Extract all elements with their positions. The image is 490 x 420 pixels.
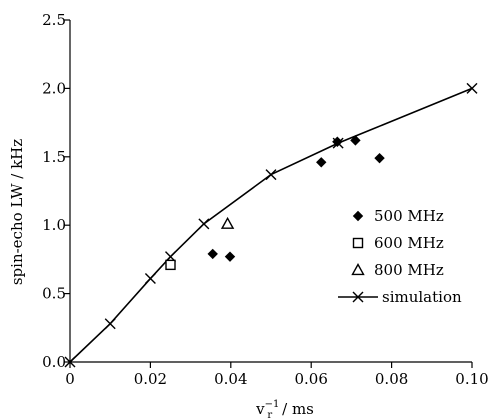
simulation-point: [198, 218, 210, 230]
x-marker-stroke: [64, 356, 76, 368]
500-mhz-point: [374, 152, 385, 164]
legend-marker: [352, 237, 364, 249]
y-tick-label: 0.0: [42, 353, 66, 371]
x-tick-label: 0.08: [375, 370, 408, 388]
legend-label: 500 MHz: [374, 207, 444, 225]
simulation-point: [144, 273, 156, 285]
legend-item-simulation: simulation: [338, 288, 462, 306]
legend-item-800-mhz: 800 MHz: [351, 261, 444, 279]
x-tick-label: 0.06: [294, 370, 327, 388]
legend-marker: [352, 291, 364, 303]
y-axis-label: spin-echo LW / kHz: [8, 139, 26, 285]
simulation-point: [104, 318, 116, 330]
x-axis-label-sub: r: [267, 410, 272, 420]
legend-label: simulation: [382, 288, 462, 306]
y-tick-label: 2.5: [42, 11, 66, 29]
x-marker-stroke: [198, 218, 210, 230]
axes: [69, 20, 472, 363]
legend-marker: [351, 263, 365, 276]
y-tick-label: 1.0: [42, 216, 66, 234]
x-axis-label: v−1 r / ms: [255, 399, 314, 420]
500-mhz-point: [207, 248, 218, 260]
x-axis-label-sup: −1: [265, 399, 280, 410]
simulation-line: [69, 87, 473, 363]
y-tick-label: 2.0: [42, 79, 66, 97]
data-points: [165, 135, 385, 271]
legend: 500 MHz 600 MHz 800 MHz simulation: [338, 207, 462, 306]
simulation-point: [64, 356, 76, 368]
simulation-point: [466, 82, 478, 94]
500-mhz-point: [332, 136, 343, 147]
simulation-point: [265, 169, 277, 181]
x-marker-stroke: [265, 169, 277, 181]
x-marker-stroke: [144, 273, 156, 285]
simulation-series: [64, 82, 478, 368]
legend-marker: [352, 210, 364, 222]
legend-label: 600 MHz: [374, 234, 444, 252]
x-marker-stroke: [466, 82, 478, 94]
x-tick-label: 0: [65, 370, 75, 388]
x-axis-label-rest: / ms: [282, 400, 314, 418]
x-marker-stroke: [104, 318, 116, 330]
600-mhz-point: [165, 259, 176, 271]
x-tick-label: 0.04: [214, 370, 247, 388]
legend-item-500-mhz: 500 MHz: [352, 207, 444, 225]
500-mhz-point: [224, 251, 236, 262]
x-axis-label-main: v: [255, 400, 265, 418]
y-tick-label: 1.5: [42, 148, 66, 166]
x-tick-label: 0.10: [455, 370, 488, 388]
800-mhz-point: [220, 216, 235, 229]
legend-label: 800 MHz: [374, 261, 444, 279]
x-tick-label: 0.02: [134, 370, 167, 388]
x-marker-stroke: [352, 291, 364, 303]
500-mhz-point: [316, 157, 327, 168]
legend-item-600-mhz: 600 MHz: [352, 234, 444, 252]
500-mhz-point: [350, 135, 361, 146]
tick-marks: 0 0.02 0.04 0.06 0.08 0.10 0.0 0.5 1.0 1.5 2.0 2.5: [42, 11, 489, 388]
y-tick-label: 0.5: [42, 285, 66, 303]
